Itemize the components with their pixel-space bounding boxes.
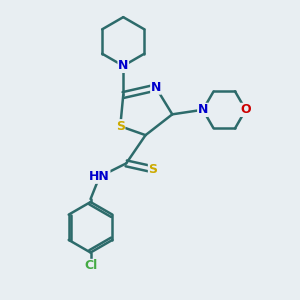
Text: HN: HN	[89, 170, 110, 183]
Text: S: S	[116, 120, 125, 133]
Text: N: N	[118, 59, 128, 72]
Text: Cl: Cl	[84, 260, 97, 272]
Text: S: S	[148, 163, 158, 176]
Text: O: O	[240, 103, 251, 116]
Text: N: N	[198, 103, 208, 116]
Text: N: N	[151, 81, 161, 94]
